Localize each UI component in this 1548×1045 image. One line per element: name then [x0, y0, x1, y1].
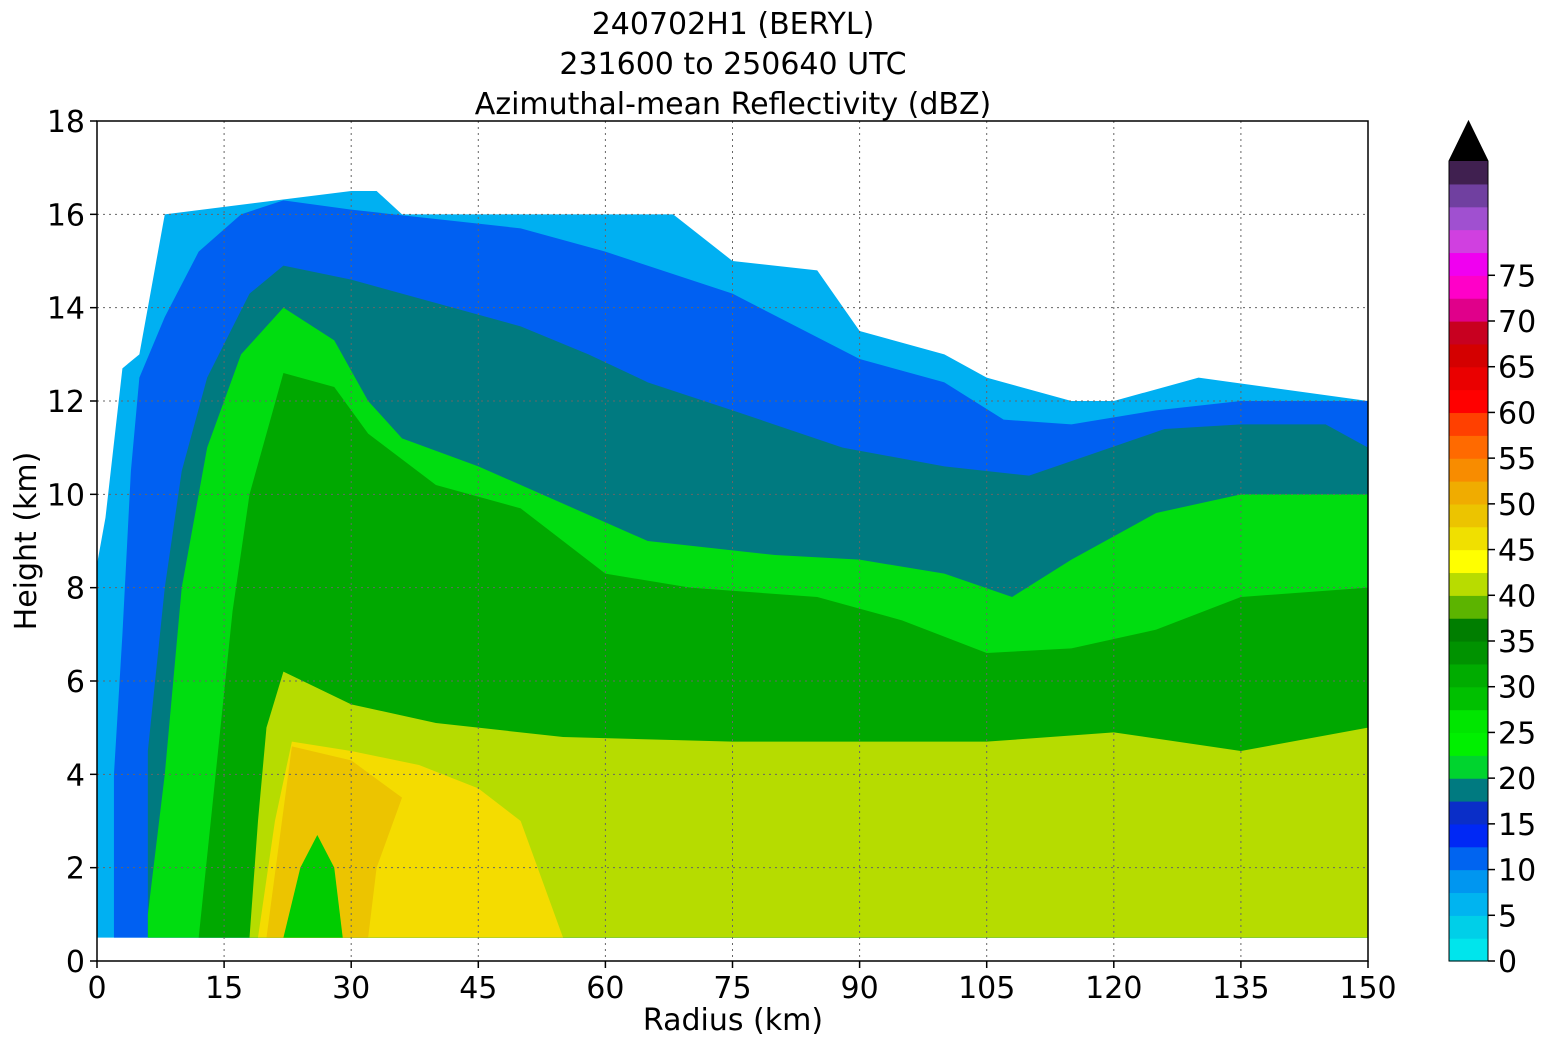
colorbar-segment [1449, 846, 1488, 871]
colorbar-segment [1449, 801, 1488, 825]
y-axis-label: Height (km) [9, 452, 44, 631]
colorbar-segment [1449, 412, 1488, 436]
colorbar-segment [1449, 526, 1488, 551]
colorbar-segment [1449, 275, 1488, 299]
colorbar-segment [1449, 663, 1488, 688]
colorbar-segment [1449, 481, 1488, 505]
contour-fills [97, 191, 1368, 938]
colorbar-tick-label: 75 [1498, 259, 1536, 294]
colorbar-segment [1449, 938, 1488, 962]
colorbar-tick-label: 70 [1498, 305, 1536, 340]
colorbar-tick-label: 5 [1498, 899, 1517, 934]
y-tick-label: 4 [66, 758, 85, 793]
y-tick-label: 2 [66, 852, 85, 887]
colorbar-segment [1449, 389, 1488, 414]
y-tick-label: 0 [66, 945, 85, 980]
colorbar-tick-label: 50 [1498, 488, 1536, 523]
colorbar-segment [1449, 161, 1488, 185]
x-tick-label: 75 [713, 971, 751, 1006]
x-tick-label: 30 [332, 971, 370, 1006]
colorbar-segment [1449, 343, 1488, 368]
plot-area [96, 120, 1369, 962]
colorbar-outline [1448, 119, 1489, 962]
colorbar-segment [1449, 595, 1488, 619]
colorbar-segment [1449, 298, 1488, 322]
colorbar-tick-label: 15 [1498, 808, 1536, 843]
y-tick-label: 12 [47, 385, 85, 420]
colorbar-segment [1449, 183, 1488, 208]
colorbar-segment [1449, 778, 1488, 802]
colorbar: 0 5 10 15 20 25 30 35 40 45 50 55 60 65 70 75 [1448, 119, 1536, 980]
colorbar-segment [1449, 252, 1488, 276]
colorbar-segment [1449, 549, 1488, 574]
colorbar-segment [1449, 366, 1488, 391]
y-tick-label: 16 [47, 198, 85, 233]
y-axis: 0 2 4 6 8 10 12 14 16 18 [47, 105, 97, 980]
colorbar-tick-label: 40 [1498, 579, 1536, 614]
colorbar-segment [1449, 641, 1488, 665]
colorbar-segment [1449, 229, 1488, 254]
x-axis: 0 15 30 45 60 75 90 105 120 135 150 [87, 961, 1397, 1006]
colorbar-segment [1449, 892, 1488, 916]
colorbar-segment [1449, 686, 1488, 711]
grid-lines [97, 121, 1368, 961]
x-tick-label: 150 [1339, 971, 1396, 1006]
colorbar-tick-label: 45 [1498, 534, 1536, 569]
colorbar-segment [1449, 869, 1488, 894]
colorbar-segment [1449, 709, 1488, 734]
colorbar-tick-label: 20 [1498, 762, 1536, 797]
y-tick-label: 8 [66, 572, 85, 607]
x-tick-label: 135 [1212, 971, 1269, 1006]
x-tick-label: 90 [841, 971, 879, 1006]
x-tick-label: 60 [586, 971, 624, 1006]
x-tick-label: 15 [205, 971, 243, 1006]
y-tick-label: 14 [47, 292, 85, 327]
contour-level-40-dbz [283, 835, 343, 938]
colorbar-segment [1449, 572, 1488, 596]
colorbar-segment [1449, 755, 1488, 779]
colorbar-tick-label: 10 [1498, 854, 1536, 889]
y-tick-label: 6 [66, 665, 85, 700]
colorbar-segment [1449, 435, 1488, 459]
chart-title-line-2: 231600 to 250640 UTC [559, 47, 906, 82]
colorbar-segment [1449, 618, 1488, 642]
colorbar-segment [1449, 503, 1488, 528]
y-tick-label: 10 [47, 478, 85, 513]
colorbar-tick-label: 30 [1498, 671, 1536, 706]
colorbar-tick-label: 65 [1498, 351, 1536, 386]
colorbar-segment [1449, 823, 1488, 848]
x-tick-label: 120 [1085, 971, 1142, 1006]
colorbar-tick-label: 35 [1498, 625, 1536, 660]
colorbar-tick-label: 60 [1498, 396, 1536, 431]
x-axis-label: Radius (km) [643, 1003, 823, 1038]
colorbar-extend-arrow [1449, 121, 1488, 161]
chart-title-line-3: Azimuthal-mean Reflectivity (dBZ) [475, 87, 991, 122]
x-tick-label: 45 [459, 971, 497, 1006]
colorbar-segment [1449, 206, 1488, 231]
colorbar-tick-label: 0 [1498, 945, 1517, 980]
x-tick-label: 105 [958, 971, 1015, 1006]
colorbar-tick-label: 25 [1498, 716, 1536, 751]
chart-title-line-1: 240702H1 (BERYL) [592, 7, 875, 42]
colorbar-segment [1449, 915, 1488, 939]
colorbar-segment [1449, 732, 1488, 756]
x-tick-label: 0 [87, 971, 106, 1006]
colorbar-segment [1449, 458, 1488, 482]
colorbar-segment [1449, 321, 1488, 345]
colorbar-tick-label: 55 [1498, 442, 1536, 477]
y-tick-label: 18 [47, 105, 85, 140]
